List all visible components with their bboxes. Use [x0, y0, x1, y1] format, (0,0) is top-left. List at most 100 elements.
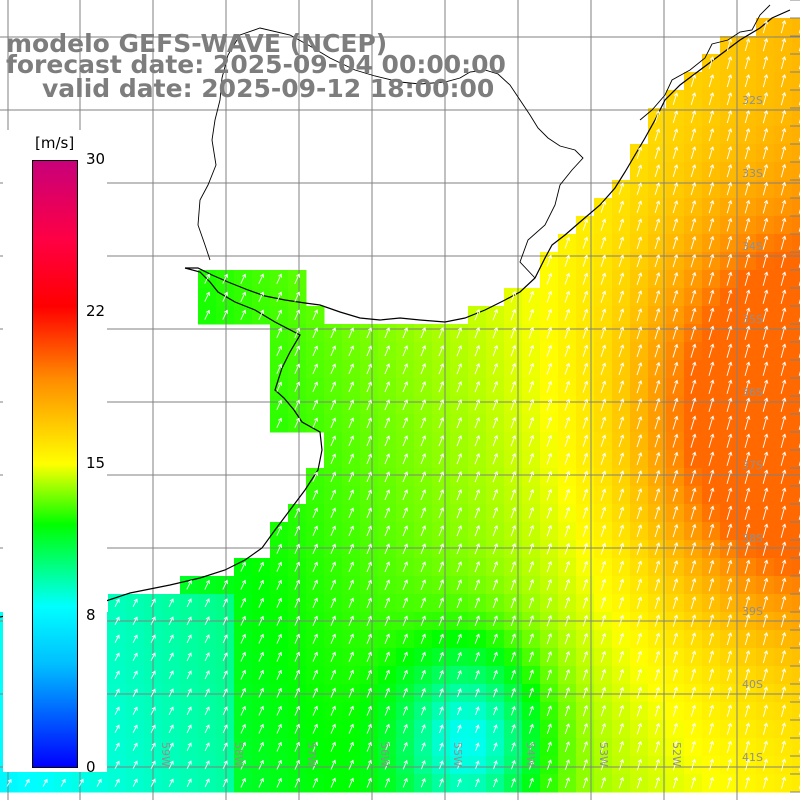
wind-arrow — [618, 632, 625, 645]
wind-arrow — [492, 344, 499, 357]
wind-arrow — [402, 651, 408, 662]
wind-arrow — [672, 542, 679, 556]
wind-speed-cell — [792, 216, 800, 235]
wind-arrow — [150, 634, 156, 644]
wind-arrow — [186, 616, 192, 626]
wind-arrow — [348, 345, 355, 357]
wind-arrow — [114, 688, 120, 697]
wind-arrow — [636, 542, 643, 555]
wind-arrow — [294, 669, 301, 680]
wind-arrow — [582, 290, 589, 303]
wind-arrow — [708, 704, 715, 717]
wind-arrow — [781, 758, 787, 771]
wind-arrow — [636, 560, 643, 573]
wind-arrow — [582, 596, 589, 609]
wind-arrow — [690, 92, 697, 106]
wind-arrow — [726, 433, 733, 448]
wind-arrow — [366, 381, 373, 393]
wind-arrow — [564, 470, 571, 483]
wind-arrow — [726, 379, 733, 394]
wind-arrow — [330, 705, 336, 716]
wind-arrow — [672, 182, 679, 196]
wind-arrow — [456, 453, 463, 465]
wind-arrow — [330, 561, 337, 572]
wind-arrow — [384, 435, 391, 447]
wind-arrow — [384, 741, 390, 752]
wind-arrow — [348, 561, 355, 572]
wind-arrow — [762, 92, 769, 106]
wind-arrow — [384, 759, 390, 770]
wind-arrow — [726, 307, 733, 322]
wind-arrow — [330, 615, 337, 626]
wind-arrow — [312, 363, 319, 374]
wind-arrow — [690, 704, 697, 717]
latitude-labels: 32S 33S 34S 35S 36S 37S 38S 39S 40S 41S — [742, 94, 763, 764]
wind-arrow — [384, 471, 391, 483]
wind-arrow — [600, 434, 607, 447]
wind-arrow — [780, 613, 787, 628]
border-uruguay — [197, 27, 584, 279]
title-model: modelo GEFS-WAVE (NCEP) — [6, 29, 388, 58]
wind-arrow — [493, 760, 498, 770]
wind-arrow — [294, 633, 301, 644]
wind-arrow — [240, 741, 246, 752]
wind-arrow — [528, 597, 535, 609]
wind-arrow — [636, 452, 643, 466]
wind-arrow — [276, 615, 283, 626]
wind-arrow — [564, 651, 571, 663]
wind-arrow — [762, 307, 769, 322]
wind-arrow — [474, 543, 481, 555]
wind-arrow — [402, 489, 409, 501]
wind-arrow — [780, 145, 787, 160]
wind-arrow — [672, 668, 679, 681]
wind-arrow — [744, 686, 751, 699]
wind-arrow — [276, 723, 282, 734]
wind-arrow — [475, 760, 480, 770]
wind-arrow — [762, 668, 769, 682]
wind-arrow — [654, 146, 661, 159]
wind-arrow — [600, 632, 607, 645]
wind-arrow — [420, 561, 427, 573]
wind-arrow — [150, 778, 156, 787]
wind-arrow — [672, 704, 679, 717]
wind-arrow — [636, 488, 643, 502]
wind-arrow — [618, 686, 625, 699]
wind-arrow — [744, 758, 751, 771]
wind-arrow — [636, 200, 643, 213]
wind-arrow — [439, 742, 444, 752]
wind-arrow — [492, 633, 498, 644]
wind-arrow — [492, 561, 499, 573]
wind-arrow — [528, 290, 535, 303]
wind-arrow — [654, 415, 661, 430]
wind-arrow — [726, 253, 733, 268]
wind-arrow — [186, 778, 192, 788]
wind-arrow — [330, 597, 337, 608]
wind-arrow — [582, 614, 589, 627]
wind-arrow — [258, 273, 265, 284]
wind-arrow — [528, 380, 535, 393]
wind-arrow — [690, 397, 697, 412]
wind-arrow — [168, 598, 174, 608]
wind-arrow — [744, 776, 751, 789]
wind-arrow — [150, 652, 156, 662]
wind-arrow — [312, 615, 319, 626]
wind-speed-cell — [792, 234, 800, 253]
wind-arrow — [420, 345, 427, 357]
wind-arrow — [582, 705, 589, 717]
wind-arrow — [618, 524, 625, 537]
wind-arrow — [708, 596, 715, 610]
wind-arrow — [546, 254, 553, 267]
wind-arrow — [780, 668, 787, 682]
wind-arrow — [744, 595, 751, 610]
wind-arrow — [780, 415, 787, 430]
wind-arrow — [672, 272, 679, 286]
wind-arrow — [654, 343, 661, 358]
wind-speed-cell — [792, 558, 800, 577]
wind-arrow — [618, 434, 625, 448]
wind-arrow — [132, 616, 138, 626]
wind-arrow — [600, 218, 607, 231]
longitude-label: 52W — [670, 742, 683, 767]
wind-arrow — [402, 741, 408, 752]
wind-arrow — [636, 776, 643, 789]
wind-arrow — [744, 271, 751, 286]
